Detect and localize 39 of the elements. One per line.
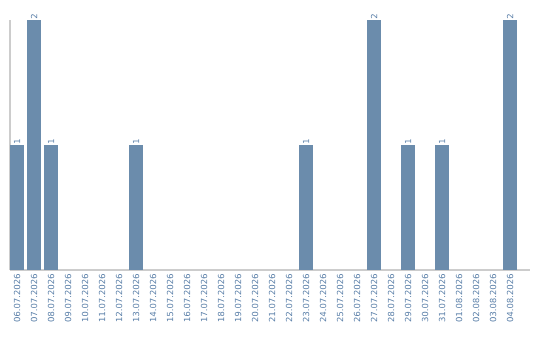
x-tick-label: 31.07.2026	[438, 274, 446, 322]
x-tick-label: 18.07.2026	[218, 274, 224, 322]
x-tick-label: 29.07.2026	[404, 274, 412, 322]
x-tick-label: 03.08.2026	[490, 274, 496, 322]
data-label: 2	[370, 14, 378, 18]
x-tick-label: 23.07.2026	[302, 274, 310, 322]
x-tick-label: 22.07.2026	[286, 274, 292, 322]
x-tick-label: 09.07.2026	[64, 274, 72, 322]
x-tick-label: 04.08.2026	[506, 274, 514, 322]
data-label: 1	[14, 139, 20, 143]
x-tick-label: 15.07.2026	[166, 274, 174, 322]
x-tick-label: 12.07.2026	[116, 274, 122, 322]
data-label: 2	[506, 14, 514, 18]
x-tick-label: 11.07.2026	[98, 274, 106, 322]
data-label: 1	[132, 139, 140, 143]
x-tick-label: 21.07.2026	[268, 274, 276, 322]
x-tick-label: 10.07.2026	[82, 274, 88, 322]
x-tick-label: 24.07.2026	[320, 274, 326, 322]
data-label: 1	[404, 139, 412, 143]
x-tick-label: 25.07.2026	[336, 274, 344, 322]
x-tick-label: 26.07.2026	[354, 274, 360, 322]
x-tick-label: 13.07.2026	[132, 274, 140, 322]
x-tick-label: 02.08.2026	[472, 274, 480, 322]
x-tick-label: 07.07.2026	[30, 274, 38, 322]
x-tick-label: 16.07.2026	[184, 274, 190, 322]
data-label: 1	[302, 139, 310, 143]
x-tick-label: 28.07.2026	[388, 274, 394, 322]
x-tick-label: 14.07.2026	[150, 274, 156, 322]
x-tick-label: 17.07.2026	[200, 274, 208, 322]
x-tick-label: 30.07.2026	[422, 274, 428, 322]
x-tick-label: 27.07.2026	[370, 274, 378, 322]
data-label: 1	[48, 139, 54, 143]
x-tick-label: 01.08.2026	[456, 274, 462, 322]
x-tick-label: 19.07.2026	[234, 274, 242, 322]
x-tick-label: 20.07.2026	[252, 274, 258, 322]
x-tick-label: 08.07.2026	[48, 274, 54, 322]
data-label: 1	[438, 139, 446, 143]
data-label: 2	[30, 14, 38, 18]
x-tick-label: 06.07.2026	[14, 274, 20, 322]
